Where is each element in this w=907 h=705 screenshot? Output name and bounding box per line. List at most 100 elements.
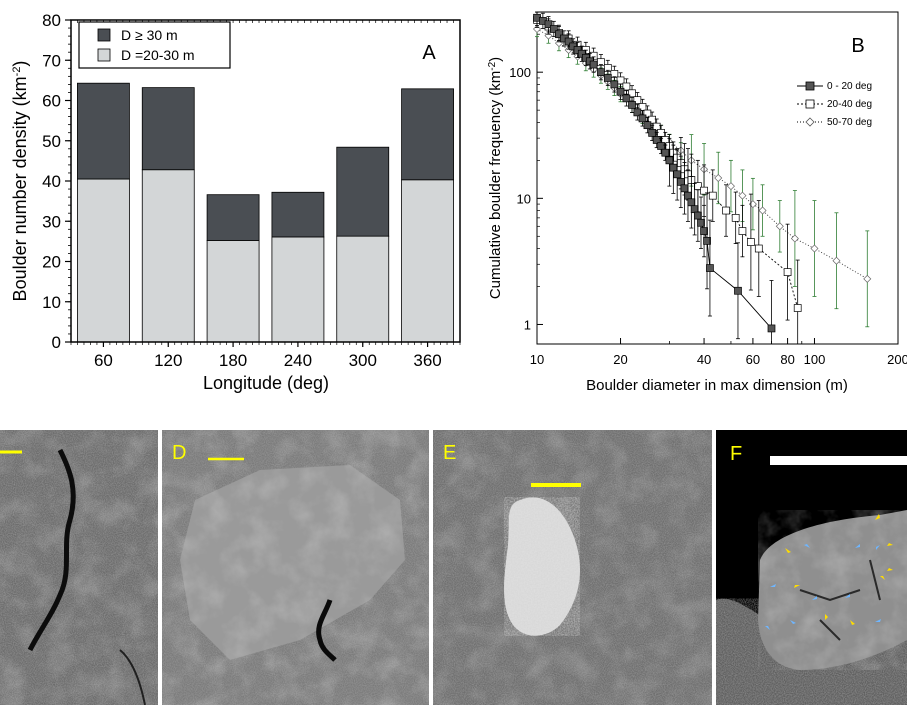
legend-swatch-light: [97, 48, 111, 62]
data-point: [603, 74, 612, 82]
x-tick-label: 360: [413, 351, 441, 370]
data-point: [673, 170, 682, 179]
data-point: [589, 60, 598, 69]
panel-a-chart: 0 10 20 30 40 50 60 70 80 60 120 180 240 300 360 Long…: [10, 11, 461, 393]
series-20-40deg: [533, 11, 802, 345]
data-point: [790, 234, 799, 243]
data-point: [738, 227, 747, 235]
data-point: [680, 184, 689, 193]
series-0-20deg: [533, 11, 776, 345]
data-point: [810, 244, 819, 253]
y-axis-label-close: ): [487, 57, 504, 62]
data-point: [648, 115, 656, 124]
bar-light-300: [336, 235, 390, 343]
data-point: [577, 49, 586, 58]
data-point: [657, 142, 665, 150]
x-axis: 60 120 180 240 300 360: [70, 20, 461, 370]
series-group: [533, 11, 872, 345]
x-tick-label: 120: [154, 351, 182, 370]
data-point: [597, 68, 605, 77]
data-point: [665, 156, 674, 165]
plot-frame: [536, 11, 899, 345]
data-point: [661, 148, 670, 157]
bar-light-60: [77, 178, 130, 343]
y-tick-label: 10: [517, 191, 531, 206]
legend-marker-50-70: [805, 117, 815, 127]
y-tick-label: 10: [42, 293, 61, 312]
data-point: [633, 108, 642, 117]
y-tick-label: 1: [524, 317, 531, 332]
bar-dark-180: [206, 194, 260, 241]
data-point: [726, 182, 735, 191]
data-point: [555, 30, 563, 39]
data-point: [722, 206, 730, 215]
data-point: [684, 191, 692, 200]
x-tick-label: 20: [613, 352, 627, 367]
data-point: [748, 200, 757, 209]
data-point: [738, 191, 747, 200]
panel-label-e: E: [443, 442, 456, 464]
data-point: [734, 286, 742, 295]
blue-arrows: [765, 544, 881, 630]
x-axis: 10 20 40 60 80 100 200: [530, 338, 907, 367]
y-axis-label-main: Cumulative boulder frequency (km: [487, 71, 504, 299]
y-tick-label: 40: [42, 172, 61, 191]
y-tick-label: 70: [42, 51, 61, 70]
panel-label-d: D: [172, 442, 186, 464]
boulder-shadow: [316, 599, 337, 662]
x-tick-label: 60: [746, 352, 760, 367]
x-tick-label: 60: [94, 351, 113, 370]
data-point: [690, 205, 699, 214]
data-point: [622, 94, 631, 103]
data-point: [610, 80, 619, 89]
crack-shadow: [27, 448, 76, 652]
data-point: [758, 206, 767, 215]
data-point: [544, 20, 553, 29]
bar-dark-300: [336, 146, 390, 237]
data-point: [863, 274, 872, 283]
legend: 0 - 20 deg 20-40 deg 50-70 deg: [797, 81, 872, 128]
data-point: [638, 114, 647, 123]
y-tick-label: 80: [42, 11, 61, 30]
data-point: [533, 24, 541, 33]
data-point: [564, 37, 573, 46]
y-tick-label: 60: [42, 92, 61, 111]
data-point: [697, 218, 705, 227]
bar-dark-60: [77, 82, 130, 180]
bar-dark-360: [401, 88, 454, 181]
data-point: [767, 324, 776, 333]
y-tick-label: 20: [42, 253, 61, 272]
series-line: [536, 28, 868, 280]
legend-swatch-dark: [97, 28, 111, 42]
legend-marker-0-20: [805, 81, 815, 91]
data-point: [783, 268, 792, 276]
data-point: [714, 173, 723, 182]
x-tick-label: 240: [284, 351, 312, 370]
x-tick-label: 300: [349, 351, 377, 370]
data-point: [677, 178, 685, 186]
panel-b-chart: 10 20 40 60 80 100 200 1 10 100 Boulder diameter…: [487, 11, 907, 394]
scale-bar: [770, 456, 907, 465]
y-axis-label-close: ): [10, 61, 30, 67]
x-axis-label: Longitude (deg): [203, 373, 329, 393]
panel-label-a: A: [422, 42, 436, 64]
image-panel-c: [0, 430, 158, 705]
series-line: [536, 17, 772, 329]
y-axis-label: Cumulative boulder frequency (km-2): [487, 57, 504, 299]
x-tick-label: 10: [530, 352, 544, 367]
fracture-lines: [799, 559, 881, 641]
x-axis-label: Boulder diameter in max dimension (m): [586, 377, 848, 394]
data-point: [687, 198, 696, 207]
bar-light-120: [141, 169, 195, 343]
data-point: [628, 101, 636, 109]
data-point: [657, 129, 665, 137]
data-point: [652, 122, 661, 131]
data-point: [628, 89, 636, 98]
bar-dark-120: [141, 87, 195, 171]
data-point: [643, 109, 652, 118]
data-point: [661, 136, 670, 144]
bar-group: [77, 82, 454, 343]
legend-label-light: D =20-30 m: [121, 47, 195, 63]
x-tick-label: 40: [697, 352, 711, 367]
yellow-arrows: [785, 514, 893, 625]
